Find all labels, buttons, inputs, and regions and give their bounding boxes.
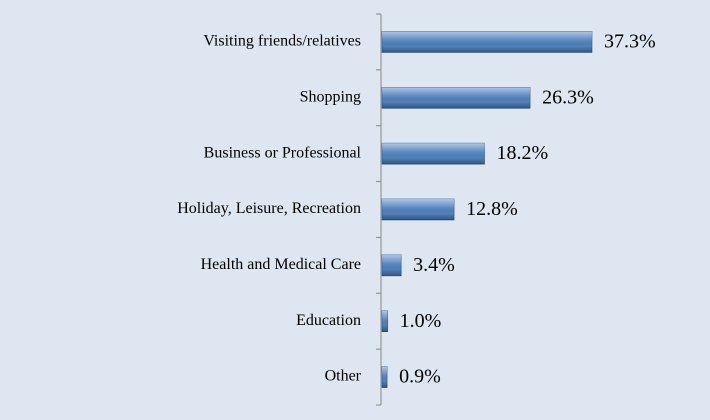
bar-shine (382, 199, 455, 220)
value-label: 1.0% (400, 310, 442, 332)
value-label: 37.3% (604, 31, 656, 53)
bar-shine (382, 254, 402, 276)
category-label: Education (296, 312, 361, 329)
category-label: Other (325, 368, 362, 385)
category-label: Shopping (300, 88, 361, 105)
category-label: Business or Professional (204, 144, 362, 161)
value-label: 3.4% (413, 254, 455, 276)
category-label: Holiday, Leisure, Recreation (177, 200, 361, 217)
category-label: Visiting friends/relatives (203, 33, 361, 50)
value-label: 0.9% (399, 366, 441, 388)
bar-shine (382, 310, 388, 332)
bar-shine (382, 366, 388, 388)
value-label: 18.2% (496, 142, 548, 164)
value-label: 12.8% (466, 198, 518, 220)
bar-shine (382, 87, 531, 109)
value-label: 26.3% (542, 86, 594, 108)
bar-shine (382, 143, 485, 165)
bar-shine (382, 31, 592, 53)
category-label: Health and Medical Care (201, 256, 361, 273)
